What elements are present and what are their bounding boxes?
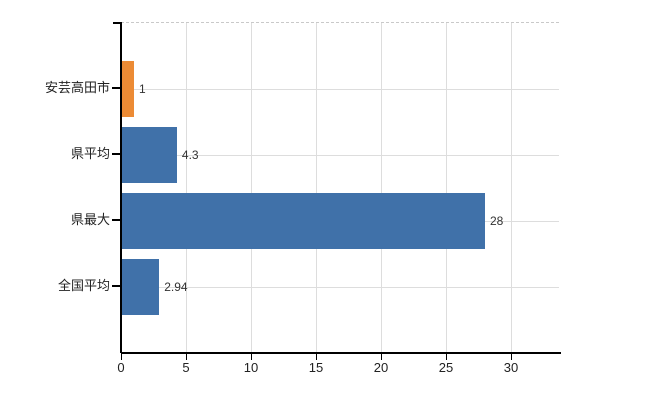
x-tick-label: 25 xyxy=(438,360,454,375)
x-axis-tick xyxy=(381,354,382,360)
x-axis-tick xyxy=(121,354,122,360)
category-label: 県平均 xyxy=(70,146,110,161)
vertical-gridline xyxy=(315,23,317,353)
x-axis-tick xyxy=(446,354,447,360)
x-axis-tick xyxy=(251,354,252,360)
y-axis-tick xyxy=(112,285,120,287)
bar-value-label: 4.3 xyxy=(181,148,199,162)
horizontal-gridline xyxy=(121,286,559,288)
bar-1 xyxy=(121,61,134,117)
vertical-gridline xyxy=(445,23,447,353)
x-axis-line xyxy=(121,352,561,354)
bar-value-label: 2.94 xyxy=(164,280,188,294)
x-tick-label: 30 xyxy=(503,360,519,375)
bar-4 xyxy=(121,259,160,315)
bar-2 xyxy=(121,127,177,183)
vertical-gridline xyxy=(510,23,512,353)
x-tick-label: 10 xyxy=(243,360,259,375)
bar-value-label: 1 xyxy=(139,82,146,96)
category-label: 県最大 xyxy=(70,212,110,227)
y-axis-top-tick xyxy=(113,22,121,24)
vertical-gridline xyxy=(380,23,382,353)
category-label: 安芸高田市 xyxy=(44,80,110,95)
horizontal-gridline xyxy=(121,154,559,156)
x-tick-label: 0 xyxy=(117,360,125,375)
bar-3 xyxy=(121,193,485,249)
x-axis-tick xyxy=(316,354,317,360)
horizontal-gridline xyxy=(121,88,559,90)
y-axis-tick xyxy=(112,87,120,89)
category-label: 全国平均 xyxy=(57,278,110,293)
y-axis-tick xyxy=(112,153,120,155)
vertical-gridline xyxy=(250,23,252,353)
x-axis-tick xyxy=(511,354,512,360)
x-axis-tick xyxy=(186,354,187,360)
y-axis-tick xyxy=(112,219,120,221)
plot-area: 1 4.3 28 2.94 xyxy=(121,22,559,353)
vertical-gridline xyxy=(185,23,187,353)
x-tick-label: 20 xyxy=(373,360,389,375)
x-tick-label: 5 xyxy=(182,360,190,375)
y-axis-line xyxy=(120,22,122,353)
x-tick-label: 15 xyxy=(308,360,324,375)
bar-value-label: 28 xyxy=(490,214,504,228)
